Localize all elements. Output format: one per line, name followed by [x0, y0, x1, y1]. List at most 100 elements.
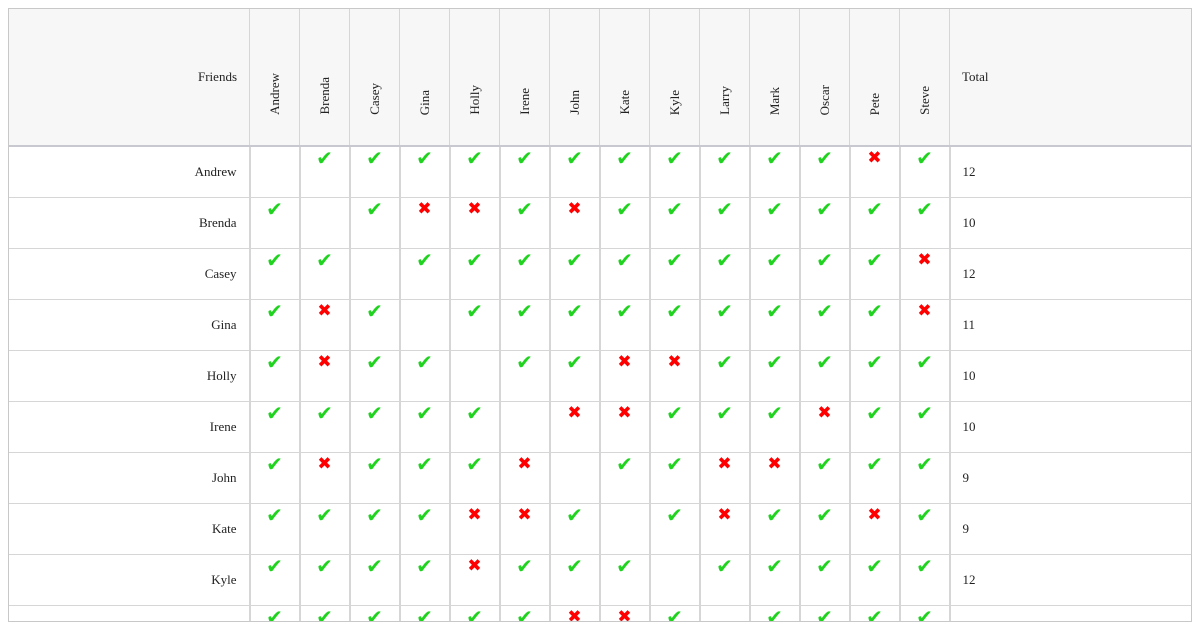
check-icon: ✔ — [398, 401, 451, 453]
empty-cell — [448, 350, 501, 402]
cross-icon: ✖ — [498, 452, 551, 504]
check-icon: ✔ — [298, 248, 351, 300]
column-header-gina: Gina — [399, 9, 450, 147]
row-total: 11 — [949, 299, 1191, 351]
table-row: Kate ✔ ✔ ✔ ✔ ✖ ✖ ✔ ✔ ✖ ✔ ✔ ✖ ✔ 9 — [9, 503, 1191, 555]
cross-icon: ✖ — [898, 299, 951, 351]
friends-header: Friends — [9, 9, 250, 147]
empty-cell — [348, 248, 401, 300]
row-total: 9 — [949, 452, 1191, 504]
cross-icon: ✖ — [298, 350, 351, 402]
check-icon: ✔ — [798, 452, 851, 504]
check-icon: ✔ — [498, 145, 551, 198]
cross-icon: ✖ — [698, 503, 751, 555]
column-header-pete: Pete — [849, 9, 900, 147]
check-icon: ✔ — [548, 145, 601, 198]
check-icon: ✔ — [548, 350, 601, 402]
friends-matrix: Friends Andrew Brenda Casey Gina Holly Irene J… — [8, 8, 1192, 622]
check-icon: ✔ — [648, 299, 701, 351]
column-header-label: Oscar — [816, 84, 832, 115]
check-icon: ✔ — [848, 605, 901, 621]
check-icon: ✔ — [448, 401, 501, 453]
column-header-label: Brenda — [316, 77, 332, 115]
cross-icon: ✖ — [848, 145, 901, 198]
check-icon: ✔ — [798, 554, 851, 606]
cross-icon: ✖ — [398, 197, 451, 249]
check-icon: ✔ — [448, 299, 501, 351]
column-header-label: Holly — [466, 85, 482, 115]
cross-icon: ✖ — [598, 605, 651, 621]
check-icon: ✔ — [748, 299, 801, 351]
check-icon: ✔ — [548, 554, 601, 606]
check-icon: ✔ — [698, 554, 751, 606]
cross-icon: ✖ — [598, 401, 651, 453]
check-icon: ✔ — [748, 145, 801, 198]
check-icon: ✔ — [398, 248, 451, 300]
check-icon: ✔ — [348, 605, 401, 621]
check-icon: ✔ — [348, 452, 401, 504]
empty-cell — [398, 299, 451, 351]
table-row: Larry✔✔✔✔✔✔✖✖✔✔✔✔✔11 — [9, 605, 1191, 621]
column-header-casey: Casey — [349, 9, 400, 147]
table-row: Kyle ✔ ✔ ✔ ✔ ✖ ✔ ✔ ✔ ✔ ✔ ✔ ✔ ✔ 12 — [9, 554, 1191, 606]
check-icon: ✔ — [498, 248, 551, 300]
column-header-oscar: Oscar — [799, 9, 850, 147]
cross-icon: ✖ — [498, 503, 551, 555]
check-icon: ✔ — [398, 503, 451, 555]
check-icon: ✔ — [648, 503, 701, 555]
check-icon: ✔ — [698, 248, 751, 300]
table-row: Irene ✔ ✔ ✔ ✔ ✔ ✖ ✖ ✔ ✔ ✔ ✖ ✔ ✔ 10 — [9, 401, 1191, 453]
check-icon: ✔ — [698, 401, 751, 453]
check-icon: ✔ — [598, 299, 651, 351]
check-icon: ✔ — [848, 401, 901, 453]
check-icon: ✔ — [898, 401, 951, 453]
check-icon: ✔ — [398, 554, 451, 606]
cross-icon: ✖ — [598, 350, 651, 402]
cross-icon: ✖ — [748, 452, 801, 504]
cross-icon: ✖ — [448, 503, 501, 555]
check-icon: ✔ — [398, 145, 451, 198]
check-icon: ✔ — [748, 197, 801, 249]
empty-cell — [648, 554, 701, 606]
check-icon: ✔ — [698, 197, 751, 249]
column-header-label: Kyle — [666, 89, 682, 115]
check-icon: ✔ — [598, 145, 651, 198]
column-header-kate: Kate — [599, 9, 650, 147]
check-icon: ✔ — [898, 554, 951, 606]
row-total: 12 — [949, 554, 1191, 606]
cross-icon: ✖ — [648, 350, 701, 402]
check-icon: ✔ — [848, 299, 901, 351]
check-icon: ✔ — [648, 605, 701, 621]
check-icon: ✔ — [748, 401, 801, 453]
check-icon: ✔ — [548, 248, 601, 300]
row-name: Brenda — [9, 197, 250, 249]
cross-icon: ✖ — [448, 554, 501, 606]
empty-cell — [248, 145, 301, 198]
row-total: 10 — [949, 350, 1191, 402]
check-icon: ✔ — [748, 350, 801, 402]
check-icon: ✔ — [848, 452, 901, 504]
column-header-larry: Larry — [699, 9, 750, 147]
column-header-label: Gina — [416, 89, 432, 115]
row-name: Gina — [9, 299, 250, 351]
cross-icon: ✖ — [548, 401, 601, 453]
check-icon: ✔ — [748, 554, 801, 606]
check-icon: ✔ — [348, 554, 401, 606]
check-icon: ✔ — [248, 197, 301, 249]
check-icon: ✔ — [848, 248, 901, 300]
check-icon: ✔ — [748, 605, 801, 621]
column-header-label: Kate — [616, 90, 632, 115]
check-icon: ✔ — [798, 145, 851, 198]
cross-icon: ✖ — [298, 452, 351, 504]
check-icon: ✔ — [898, 452, 951, 504]
check-icon: ✔ — [398, 605, 451, 621]
check-icon: ✔ — [598, 197, 651, 249]
check-icon: ✔ — [348, 197, 401, 249]
empty-cell — [698, 605, 751, 621]
check-icon: ✔ — [798, 299, 851, 351]
empty-cell — [598, 503, 651, 555]
row-total: 12 — [949, 248, 1191, 300]
check-icon: ✔ — [598, 554, 651, 606]
check-icon: ✔ — [648, 452, 701, 504]
cross-icon: ✖ — [898, 248, 951, 300]
